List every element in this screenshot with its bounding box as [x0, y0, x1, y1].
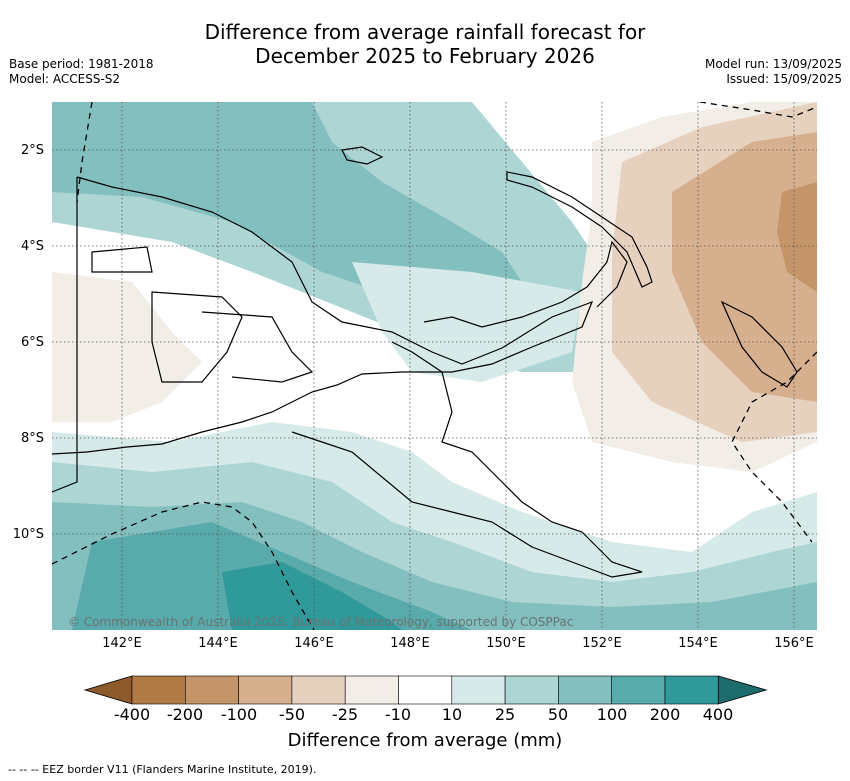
cb-tick-label: -100: [220, 705, 258, 724]
title-line-2: December 2025 to February 2026: [255, 44, 595, 68]
lon-label-154e: 154°E: [678, 636, 718, 651]
colorbar-segment: [291, 675, 346, 705]
lon-label-152e: 152°E: [582, 636, 622, 651]
colorbar-segment: [185, 675, 239, 705]
zone-25-50-north: [342, 102, 472, 172]
eez-border-north: [76, 102, 93, 203]
colorbar-segment: [664, 675, 719, 705]
eez-border-ne: [699, 102, 817, 118]
cb-tick-label: 100: [596, 705, 628, 724]
copyright-text: © Commonwealth of Australia 2025, Bureau…: [68, 615, 573, 629]
new-ireland-coast: [506, 171, 653, 288]
bougainville-coast: [720, 300, 798, 388]
rainfall-map: © Commonwealth of Australia 2025, Bureau…: [52, 102, 817, 630]
colorbar-segment: [344, 675, 399, 705]
coastlines: [52, 146, 798, 578]
cb-tick-label: -200: [166, 705, 204, 724]
zone-minus100-minus50: [672, 132, 817, 402]
lon-label-156e: 156°E: [774, 636, 814, 651]
meta-right: Model run: 13/09/2025 Issued: 15/09/2025: [705, 57, 842, 87]
title-line-1: Difference from average rainfall forecas…: [204, 20, 646, 44]
province-boundary-3: [201, 311, 314, 383]
cb-tick-label: 50: [547, 705, 569, 724]
papuan-peninsula-coast: [291, 341, 643, 578]
colorbar-segment: [451, 675, 506, 705]
lon-label-148e: 148°E: [390, 636, 430, 651]
lon-label-150e: 150°E: [486, 636, 526, 651]
cb-tick-label: -400: [113, 705, 151, 724]
zone-minus25-minus10-west: [52, 272, 202, 422]
map-title: Difference from average rainfall forecas…: [0, 20, 850, 68]
zone-minus200-minus100: [777, 182, 817, 292]
png-mainland-coast: [52, 176, 594, 455]
cb-tick-label: -25: [331, 705, 359, 724]
lat-label-8s: 8°S: [20, 431, 44, 446]
cb-tick-label: 25: [494, 705, 516, 724]
eez-footnote: -- -- -- EEZ border V11 (Flanders Marine…: [8, 763, 317, 776]
lon-label-146e: 146°E: [294, 636, 334, 651]
zone-50-100-nw: [52, 102, 252, 172]
cb-tick-label: -10: [384, 705, 412, 724]
meta-left: Base period: 1981-2018 Model: ACCESS-S2: [9, 57, 154, 87]
cb-tick-label: -50: [278, 705, 306, 724]
cb-tick-label: 400: [702, 705, 734, 724]
colorbar-title: Difference from average (mm): [287, 730, 563, 751]
new-britain-coast: [423, 240, 628, 328]
province-boundary-2: [151, 291, 243, 383]
model-run-text: Model run: 13/09/2025: [704, 57, 842, 71]
lat-label-6s: 6°S: [20, 335, 44, 350]
colorbar-segments: [83, 675, 768, 705]
lat-label-4s: 4°S: [20, 239, 44, 254]
colorbar-segment: [504, 675, 559, 705]
manus-coast: [341, 146, 384, 165]
lat-label-2s: 2°S: [20, 143, 44, 158]
map-panel: © Commonwealth of Australia 2025, Bureau…: [52, 102, 817, 630]
colorbar: [83, 675, 768, 709]
colorbar-arrow-left: [83, 675, 133, 705]
cb-tick-label: 200: [649, 705, 681, 724]
zone-200-400-south: [222, 562, 402, 630]
base-period-text: Base period: 1981-2018: [9, 57, 154, 71]
lat-label-10s: 10°S: [12, 527, 44, 542]
colorbar-svg: [83, 675, 768, 705]
colorbar-segment: [398, 675, 453, 705]
colorbar-segment: [611, 675, 666, 705]
issued-text: Issued: 15/09/2025: [726, 72, 842, 86]
eez-border-east: [731, 351, 817, 543]
eez-borders: [52, 102, 817, 630]
indonesia-png-border: [52, 177, 78, 493]
colorbar-segment: [558, 675, 612, 705]
colorbar-segment: [238, 675, 293, 705]
model-text: Model: ACCESS-S2: [9, 72, 121, 86]
cb-tick-label: 10: [441, 705, 463, 724]
colorbar-arrow-right: [717, 675, 768, 705]
lon-label-144e: 144°E: [198, 636, 238, 651]
province-boundary: [91, 246, 153, 273]
lon-label-142e: 142°E: [102, 636, 142, 651]
colorbar-segment: [131, 675, 186, 705]
